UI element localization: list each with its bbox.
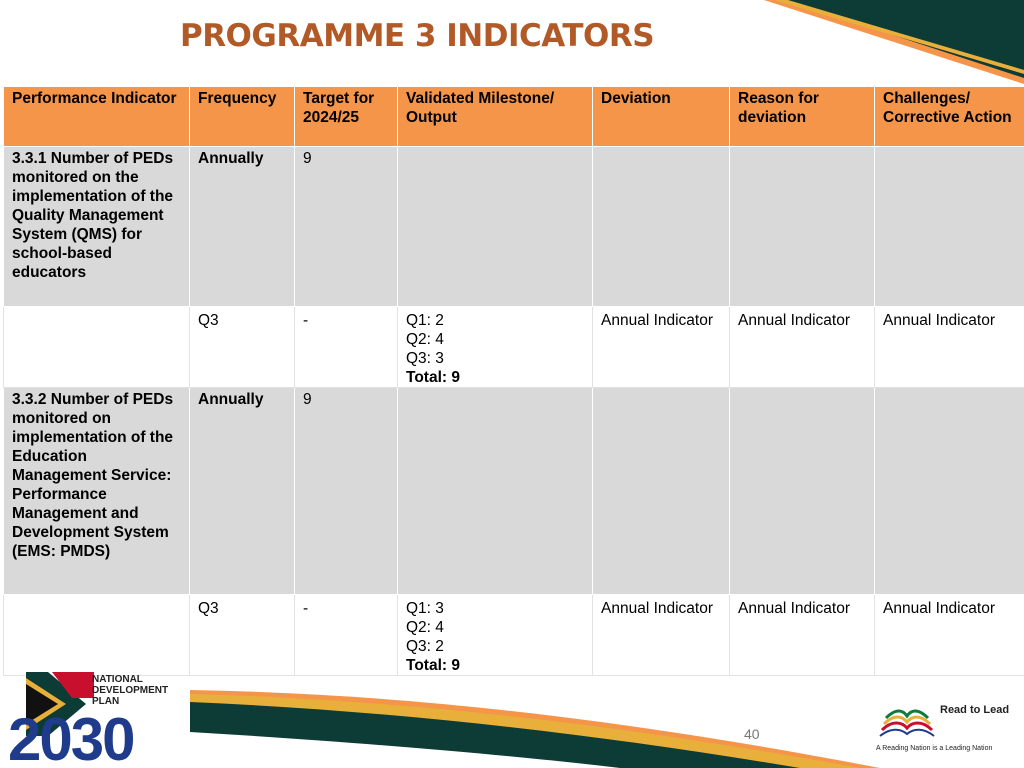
slide-title: PROGRAMME 3 INDICATORS [179, 18, 655, 54]
ndp-line-2: DEVELOPMENT [92, 685, 168, 696]
milestone-q2: Q2: 4 [406, 619, 444, 636]
empty-cell [874, 146, 1024, 307]
reason-value: Annual Indicator [729, 594, 875, 676]
indicator-frequency: Annually [189, 146, 295, 307]
milestone-q3: Q3: 2 [406, 638, 444, 655]
page-number: 40 [744, 726, 760, 742]
indicator-name: 3.3.1 Number of PEDs monitored on the im… [3, 146, 190, 307]
challenges-value: Annual Indicator [874, 306, 1024, 388]
ndp-line-3: PLAN [92, 696, 119, 707]
quarter-target: - [294, 594, 398, 676]
empty-cell [592, 146, 730, 307]
milestone-q2: Q2: 4 [406, 331, 444, 348]
empty-cell [874, 387, 1024, 595]
header-performance-indicator: Performance Indicator [3, 86, 190, 147]
deviation-value: Annual Indicator [592, 594, 730, 676]
header-validated-milestone: Validated Milestone/ Output [397, 86, 593, 147]
milestone-q1: Q1: 2 [406, 312, 444, 329]
book-icon [879, 709, 935, 737]
milestone-total: Total: 9 [406, 369, 460, 386]
deviation-value: Annual Indicator [592, 306, 730, 388]
bottom-decorative-band [190, 690, 880, 768]
header-frequency: Frequency [189, 86, 295, 147]
milestone-output: Q1: 2 Q2: 4 Q3: 3 Total: 9 [397, 306, 593, 388]
empty-cell [3, 594, 190, 676]
milestone-q3: Q3: 3 [406, 350, 444, 367]
empty-cell [397, 387, 593, 595]
read-to-lead-title: Read to Lead [940, 704, 1010, 716]
read-to-lead-tagline: A Reading Nation is a Leading Nation [876, 745, 993, 752]
milestone-total: Total: 9 [406, 657, 460, 674]
header-target: Target for 2024/25 [294, 86, 398, 147]
empty-cell [397, 146, 593, 307]
indicators-table: Performance Indicator Frequency Target f… [3, 86, 1024, 676]
header-reason-for-deviation: Reason for deviation [729, 86, 875, 147]
ndp-2030-logo: NATIONAL DEVELOPMENT PLAN 2030 [8, 672, 168, 764]
challenges-value: Annual Indicator [874, 594, 1024, 676]
sa-flag-icon [26, 672, 94, 736]
empty-cell [729, 387, 875, 595]
quarter-label: Q3 [189, 306, 295, 388]
indicator-target: 9 [294, 146, 398, 307]
table-row: 3.3.1 Number of PEDs monitored on the im… [3, 146, 1024, 307]
top-decorative-band [764, 0, 1024, 84]
indicator-target: 9 [294, 387, 398, 595]
empty-cell [3, 306, 190, 388]
quarter-label: Q3 [189, 594, 295, 676]
header-challenges: Challenges/ Corrective Action [874, 86, 1024, 147]
indicator-frequency: Annually [189, 387, 295, 595]
ndp-year: 2030 [8, 706, 133, 764]
milestone-output: Q1: 3 Q2: 4 Q3: 2 Total: 9 [397, 594, 593, 676]
empty-cell [729, 146, 875, 307]
read-to-lead-logo: Read to Lead A Reading Nation is a Leadi… [876, 700, 1016, 760]
table-row: 3.3.2 Number of PEDs monitored on implem… [3, 387, 1024, 595]
table-row: Q3 - Q1: 3 Q2: 4 Q3: 2 Total: 9 Annual I… [3, 594, 1024, 676]
ndp-line-1: NATIONAL [92, 674, 143, 685]
indicator-name: 3.3.2 Number of PEDs monitored on implem… [3, 387, 190, 595]
reason-value: Annual Indicator [729, 306, 875, 388]
header-deviation: Deviation [592, 86, 730, 147]
table-row: Q3 - Q1: 2 Q2: 4 Q3: 3 Total: 9 Annual I… [3, 306, 1024, 388]
table-header-row: Performance Indicator Frequency Target f… [3, 86, 1024, 147]
milestone-q1: Q1: 3 [406, 600, 444, 617]
empty-cell [592, 387, 730, 595]
quarter-target: - [294, 306, 398, 388]
